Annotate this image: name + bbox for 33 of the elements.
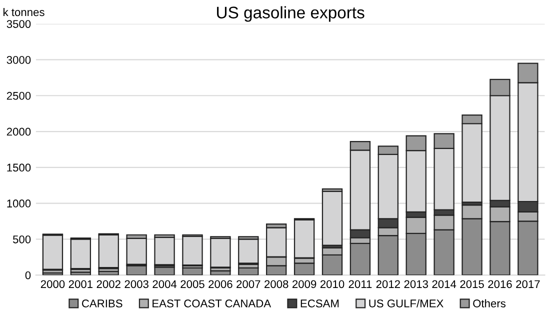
legend-label: EAST COAST CANADA — [152, 300, 272, 308]
x-tick-label: 2013 — [404, 280, 428, 288]
legend-label: Others — [473, 299, 506, 308]
x-tick-label: 2005 — [180, 280, 204, 288]
x-tick-label: 2016 — [488, 280, 512, 288]
x-tick-label: 2015 — [460, 280, 484, 288]
y-axis-title: k tonnes — [4, 8, 44, 16]
x-tick-label: 2001 — [68, 280, 92, 288]
x-tick-label: 2012 — [376, 280, 400, 288]
legend-label: CARIBS — [82, 300, 122, 308]
x-tick-label: 2010 — [320, 280, 344, 288]
x-tick-label: 2009 — [292, 280, 316, 288]
x-tick-label: 2002 — [96, 280, 120, 288]
x-tick-label: 2011 — [348, 280, 372, 288]
legend-label: US GULF/MEX — [369, 299, 444, 308]
y-tick-label: 500 — [12, 235, 31, 244]
x-tick-label: 2003 — [124, 280, 148, 288]
x-tick-label: 2014 — [432, 280, 456, 288]
y-tick-label: 2000 — [6, 128, 31, 136]
y-tick-label: 0 — [25, 271, 31, 280]
y-tick-label: 1500 — [7, 164, 31, 172]
y-tick-label: 1000 — [7, 200, 31, 208]
y-tick-label: 3500 — [6, 20, 31, 28]
x-tick-label: 2007 — [236, 280, 260, 288]
chart-title: US gasoline exports — [217, 6, 364, 22]
x-tick-label: 2006 — [208, 280, 232, 288]
x-tick-label: 2004 — [152, 280, 177, 288]
x-tick-label: 2000 — [40, 280, 65, 288]
y-tick-label: 3000 — [6, 56, 31, 64]
legend-label: ECSAM — [300, 300, 339, 308]
x-tick-label: 2017 — [516, 280, 540, 288]
x-tick-label: 2008 — [264, 280, 288, 288]
y-tick-label: 2500 — [6, 92, 31, 100]
